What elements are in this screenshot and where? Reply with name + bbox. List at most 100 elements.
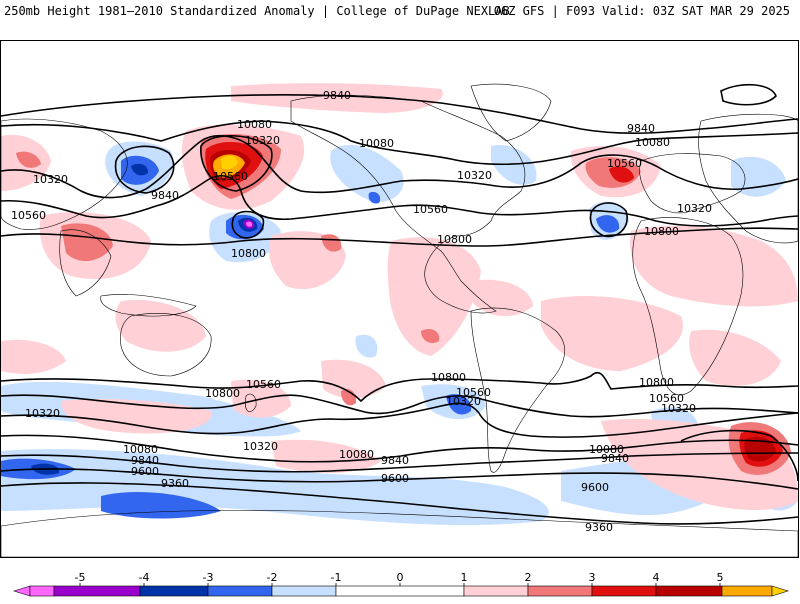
- contour-label: 10800: [437, 233, 472, 246]
- contour-labels: 9840 10080 10320 10560 9840 10320 10560 …: [11, 89, 712, 534]
- colorbar-segment: [139, 585, 209, 597]
- asia-west-outline: [1, 118, 128, 230]
- pos-anomaly-core: [16, 151, 41, 168]
- pos-anomaly-area: [1, 339, 66, 374]
- map-title: 250mb Height 1981–2010 Standardized Anom…: [4, 4, 510, 18]
- pos-anomaly-area: [471, 279, 533, 317]
- pos-anomaly-area: [321, 359, 386, 399]
- pos-anomaly-max-inner: [221, 155, 238, 170]
- europe-outline: [639, 153, 746, 214]
- southern-trough: [680, 429, 798, 482]
- contour-label: 10080: [359, 137, 394, 150]
- pos-anomaly-area: [271, 439, 381, 473]
- anomaly-shading: [1, 83, 798, 526]
- map-canvas: 9840 10080 10320 10560 9840 10320 10560 …: [1, 83, 798, 557]
- colorbar-tick-label: 4: [653, 571, 660, 584]
- contour-label: 10320: [446, 395, 481, 408]
- contour-label: 10800: [431, 371, 466, 384]
- colorbar-tick-label: -1: [331, 571, 342, 584]
- contour-label: 10320: [25, 407, 60, 420]
- pos-anomaly-core: [321, 234, 342, 252]
- pos-anomaly-core: [421, 329, 440, 343]
- contour-label: 9360: [585, 521, 613, 534]
- colorbar-segment: [463, 585, 529, 597]
- contour-label: 10320: [457, 169, 492, 182]
- neg-anomaly-peak: [131, 163, 149, 176]
- colorbar-segment: [527, 585, 593, 597]
- colorbar-tick-labels: -5 -4 -3 -2 -1 0 1 2 3 4 5: [75, 571, 724, 584]
- colorbar-tick-label: -4: [139, 571, 150, 584]
- contour-label: 9840: [151, 189, 179, 202]
- contour-label: 9840: [601, 452, 629, 465]
- colorbar-segment: [53, 585, 141, 597]
- contour-label: 10080: [123, 443, 158, 456]
- contour-10080-south: [1, 434, 798, 463]
- contour-label: 9600: [381, 472, 409, 485]
- pos-anomaly-area: [689, 329, 781, 386]
- contour-label: 10080: [589, 443, 624, 456]
- contour-label: 9600: [131, 465, 159, 478]
- colorbar-segment: [721, 585, 773, 597]
- pos-anomaly-extreme: [744, 436, 776, 462]
- asia-outline: [698, 113, 798, 244]
- neg-anomaly-core: [596, 215, 620, 233]
- contour-label: 9600: [581, 481, 609, 494]
- contour-label: 10320: [245, 134, 280, 147]
- colorbar-tick-label: 5: [717, 571, 724, 584]
- colorbar-triangle-right: [771, 585, 790, 597]
- colorbar-segment: [655, 585, 723, 597]
- contour-label: 10800: [639, 376, 674, 389]
- contour-label: 10320: [661, 402, 696, 415]
- contour-label: 10560: [649, 392, 684, 405]
- colorbar-canvas: -5 -4 -3 -2 -1 0 1 2 3 4 5: [12, 571, 790, 597]
- neg-anomaly-area: [330, 144, 404, 202]
- neg-anomaly-core: [446, 394, 472, 415]
- pos-anomaly-area: [231, 83, 443, 113]
- contour-label: 10560: [456, 386, 491, 399]
- contour-label: 10560: [11, 209, 46, 222]
- contour-label: 9840: [381, 454, 409, 467]
- contour-10800-north: [1, 227, 798, 247]
- neg-anomaly-max: [246, 221, 253, 227]
- closed-high-npac: [200, 135, 273, 192]
- contour-label: 10800: [644, 225, 679, 238]
- colorbar-tick-label: -3: [203, 571, 214, 584]
- colorbar-tick-label: 1: [461, 571, 468, 584]
- contour-label: 10320: [243, 440, 278, 453]
- contour-label: 10560: [213, 170, 248, 183]
- pos-anomaly-area: [387, 237, 481, 356]
- contour-label: 10080: [237, 118, 272, 131]
- pos-anomaly-area: [115, 300, 206, 352]
- contour-10800-south: [1, 371, 798, 403]
- contour-label: 9360: [161, 477, 189, 490]
- contour-10320-south: [1, 402, 798, 438]
- contour-9360-south: [1, 482, 798, 525]
- colorbar-triangle-left: [12, 585, 31, 597]
- contour-label: 10560: [607, 157, 642, 170]
- closed-low-npac: [231, 210, 265, 239]
- colorbar-tick-label: 3: [589, 571, 596, 584]
- contour-10560-south: [1, 394, 798, 418]
- contour-label: 9840: [131, 454, 159, 467]
- new-zealand-outline: [245, 393, 257, 412]
- height-contours: [1, 83, 798, 525]
- contour-10560-north: [1, 175, 798, 227]
- contour-9840-south: [1, 452, 798, 473]
- colorbar-ticks: [79, 583, 721, 586]
- indonesia-outline: [100, 294, 197, 317]
- pos-anomaly-core: [61, 223, 113, 262]
- contour-label: 10320: [33, 173, 68, 186]
- colorbar-segment: [271, 585, 337, 597]
- colorbar-segment: [207, 585, 273, 597]
- contour-label: 10560: [413, 203, 448, 216]
- se-asia-outline: [59, 229, 112, 297]
- neg-anomaly-area: [355, 334, 378, 358]
- colorbar-tick-label: -2: [267, 571, 278, 584]
- pos-anomaly-area: [541, 296, 683, 371]
- contour-label: 10080: [339, 448, 374, 461]
- africa-outline: [632, 217, 744, 396]
- colorbar-segments: [12, 585, 790, 597]
- australia-outline: [120, 313, 212, 377]
- anomaly-map[interactable]: 9840 10080 10320 10560 9840 10320 10560 …: [0, 40, 799, 558]
- neg-anomaly-core: [101, 491, 221, 519]
